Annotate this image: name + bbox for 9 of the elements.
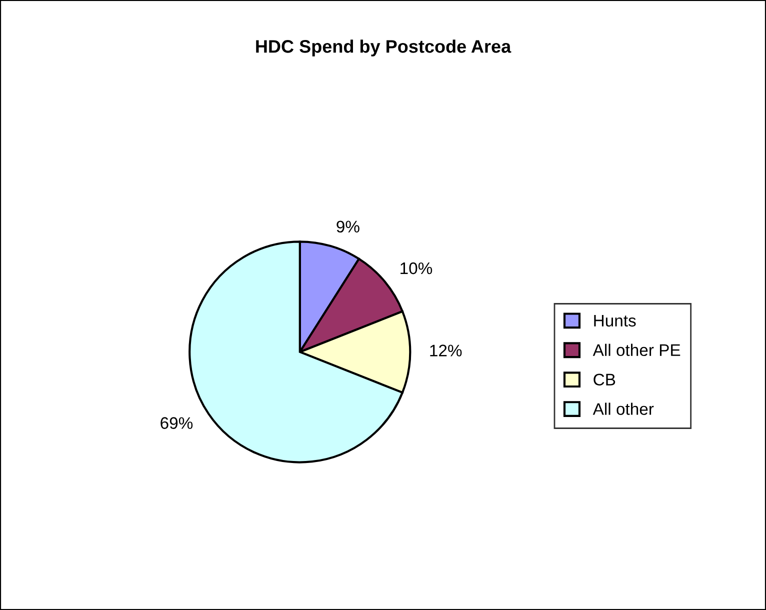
legend-label: All other PE (592, 344, 680, 356)
data-label: 10% (400, 262, 432, 274)
chart-title: HDC Spend by Postcode Area (256, 40, 512, 56)
data-label: 9% (336, 220, 360, 233)
data-label: 12% (430, 344, 462, 356)
legend-label: All other (592, 402, 654, 415)
data-label: 69% (160, 417, 193, 429)
legend-label: CB (594, 374, 616, 386)
legend-label: Hunts (594, 314, 636, 327)
